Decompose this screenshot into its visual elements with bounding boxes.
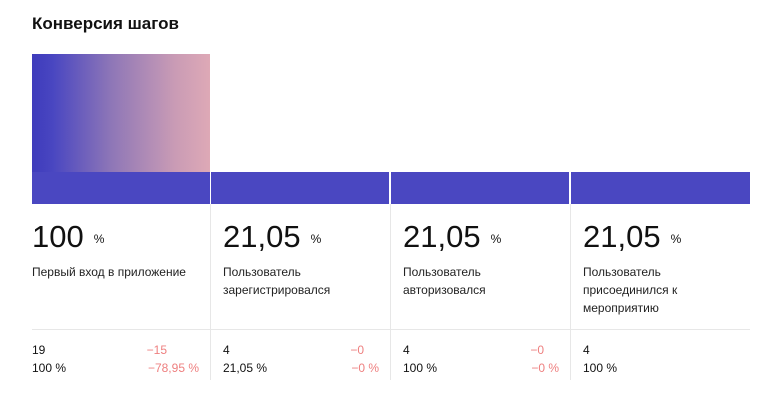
divider (570, 172, 571, 380)
percent-unit: % (490, 232, 502, 246)
percent-value: 21,05 (583, 219, 661, 254)
divider (210, 172, 211, 204)
step-2-percent: 21,05% (223, 219, 321, 255)
step-3-label: Пользователь авторизовался (403, 265, 486, 297)
step-4-count-percent: 100 % (583, 361, 618, 375)
step-1-count: 19 (32, 343, 46, 357)
funnel-bar-step-1[interactable] (32, 54, 210, 204)
divider (390, 172, 391, 380)
chart-title: Конверсия шагов (32, 14, 179, 33)
percent-unit: % (93, 232, 105, 246)
step-3-count: 4 (403, 343, 410, 357)
funnel-bar-step-2[interactable] (211, 172, 389, 204)
percent-unit: % (310, 232, 322, 246)
step-3-count-percent: 100 % (403, 361, 438, 375)
step-1-percent: 100% (32, 219, 104, 255)
percent-value: 100 (32, 219, 84, 254)
bar-solid-base (32, 172, 210, 204)
step-2-delta-percent: −0 % (351, 361, 379, 375)
step-3-delta-percent: −0 % (531, 361, 559, 375)
step-1-count-percent: 100 % (32, 361, 67, 375)
funnel-bar-step-3[interactable] (391, 172, 569, 204)
step-1-delta-percent: −78,95 % (147, 361, 199, 375)
bar-gradient-edge (32, 54, 54, 204)
step-3-delta: −0 (530, 343, 544, 357)
funnel-bar-step-4[interactable] (571, 172, 750, 204)
step-2-count: 4 (223, 343, 230, 357)
divider (210, 172, 211, 380)
step-2-label: Пользователь зарегистрировался (223, 265, 331, 297)
step-2-count-percent: 21,05 % (223, 361, 268, 375)
step-1-label: Первый вход в приложение (32, 265, 186, 279)
stats-divider (32, 329, 750, 330)
step-4-label: Пользователь присоединился к мероприятию (583, 265, 678, 315)
step-4-count: 4 (583, 343, 590, 357)
divider (570, 172, 571, 204)
percent-value: 21,05 (403, 219, 481, 254)
percent-unit: % (670, 232, 682, 246)
percent-value: 21,05 (223, 219, 301, 254)
step-1-delta: −15 (146, 343, 167, 357)
step-4-percent: 21,05% (583, 219, 681, 255)
step-3-percent: 21,05% (403, 219, 501, 255)
step-2-delta: −0 (350, 343, 364, 357)
divider (390, 172, 391, 204)
